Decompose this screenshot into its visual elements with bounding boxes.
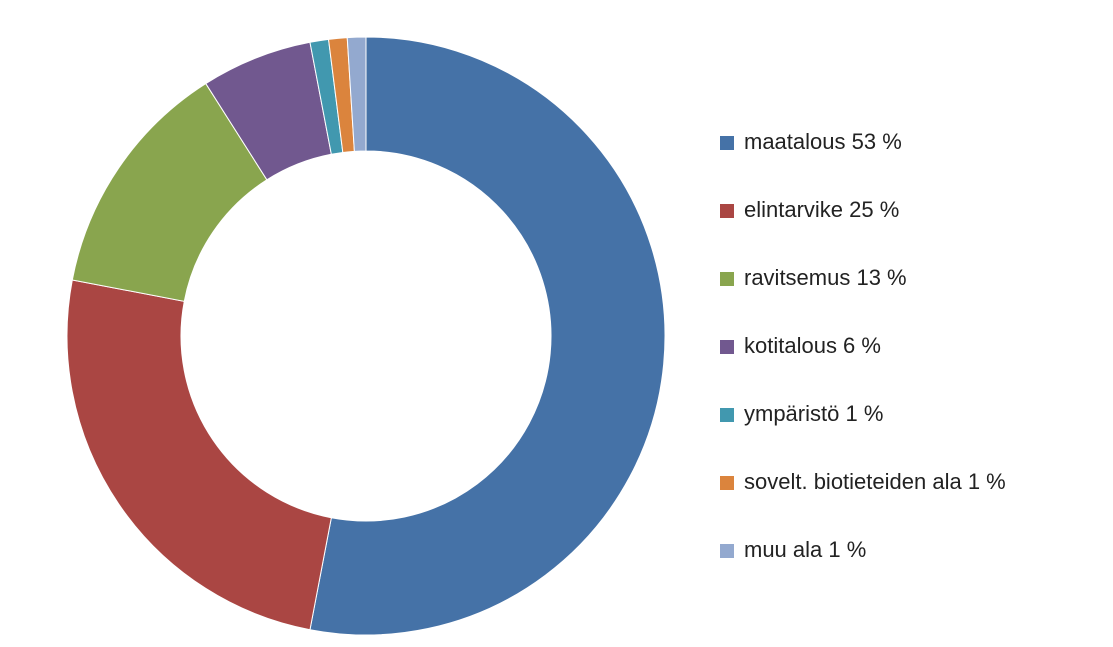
donut-segment	[346, 36, 367, 152]
legend-swatch	[720, 476, 734, 490]
legend-swatch	[720, 204, 734, 218]
legend-label: kotitalous 6 %	[744, 333, 881, 358]
legend-swatch	[720, 136, 734, 150]
legend-swatch	[720, 544, 734, 558]
donut-segment	[66, 279, 332, 631]
legend-swatch	[720, 340, 734, 354]
legend-label: ravitsemus 13 %	[744, 265, 907, 290]
legend-swatch	[720, 408, 734, 422]
legend-label: elintarvike 25 %	[744, 197, 899, 222]
donut-segment	[309, 36, 666, 636]
legend-swatch	[720, 272, 734, 286]
legend-label: sovelt. biotieteiden ala 1 %	[744, 469, 1006, 494]
legend-label: ympäristö 1 %	[744, 401, 883, 426]
legend-label: muu ala 1 %	[744, 537, 866, 562]
legend-label: maatalous 53 %	[744, 129, 902, 154]
